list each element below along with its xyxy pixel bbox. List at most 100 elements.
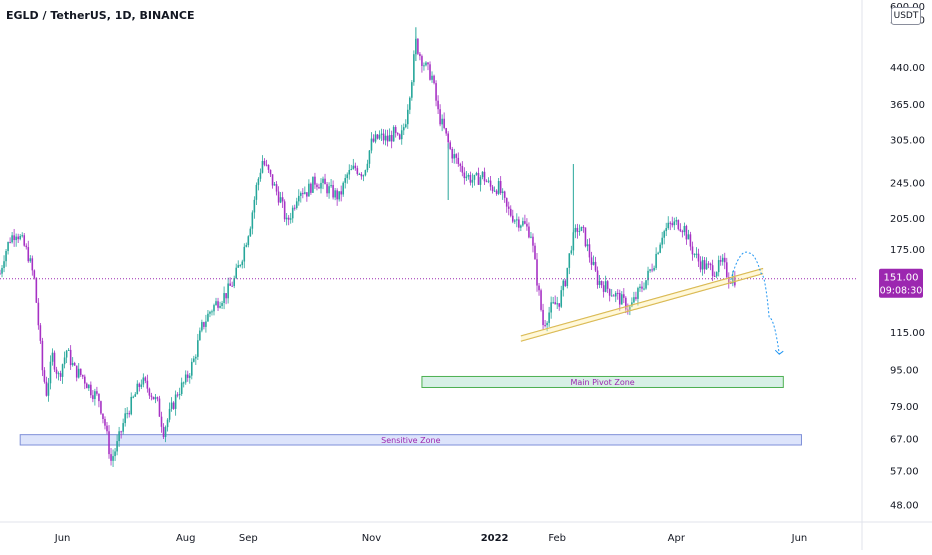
candle [719, 255, 722, 266]
candle [663, 229, 665, 245]
candle [314, 172, 316, 189]
candle [150, 392, 153, 401]
currency-badge[interactable]: USDT [891, 7, 921, 25]
candle [348, 164, 351, 180]
candle [312, 176, 314, 194]
candle [289, 212, 292, 224]
candle [285, 212, 288, 226]
candle [352, 158, 355, 170]
candle [665, 222, 668, 237]
candle [570, 245, 573, 255]
candle [429, 61, 431, 81]
candle [380, 128, 383, 142]
candle [503, 190, 506, 203]
candle [614, 291, 617, 303]
overlay-layer [0, 251, 858, 355]
candle [671, 216, 674, 228]
candle [685, 224, 688, 245]
candle [17, 233, 19, 243]
candle [77, 363, 80, 379]
candle [201, 319, 203, 333]
candle [514, 219, 516, 224]
candle [419, 51, 421, 61]
candle [156, 396, 159, 402]
candle [116, 434, 118, 456]
candle [322, 176, 324, 190]
candle [92, 390, 94, 403]
candle [302, 188, 304, 199]
candle [530, 232, 532, 239]
candle [453, 148, 456, 164]
candle [326, 181, 328, 197]
candle [451, 146, 454, 163]
candle [538, 282, 540, 296]
y-tick-label: 305.00 [890, 135, 925, 146]
candle [310, 182, 312, 195]
price-badge-price: 151.00 [884, 273, 919, 284]
candle [501, 188, 504, 200]
zones-layer: Main Pivot Zone Sensitive Zone [19, 375, 802, 446]
candle [627, 303, 629, 315]
candle [88, 384, 90, 392]
candle [542, 303, 544, 330]
candle [548, 306, 550, 327]
candle [0, 269, 1, 275]
candle [344, 174, 347, 189]
candle [388, 128, 391, 142]
candle [536, 253, 538, 292]
candle [616, 289, 619, 300]
y-tick-label: 365.00 [890, 100, 925, 111]
candle [100, 400, 102, 415]
candle [681, 229, 684, 238]
candle [166, 418, 169, 432]
zone-label-0: Main Pivot Zone [571, 378, 635, 387]
candle [1, 264, 3, 278]
candle [287, 215, 290, 226]
candle [233, 275, 235, 289]
candle [225, 293, 227, 305]
candle [146, 374, 149, 393]
candle [255, 182, 258, 205]
candle [417, 38, 419, 56]
x-tick-label: Nov [362, 533, 382, 544]
candle [51, 348, 54, 366]
candle [37, 298, 40, 330]
candle [172, 401, 175, 410]
candle [249, 226, 252, 237]
candle [180, 377, 183, 396]
candle [164, 425, 167, 443]
candle [473, 174, 476, 186]
candle [411, 80, 413, 101]
candle [273, 181, 276, 186]
candle [489, 176, 492, 191]
candle [7, 241, 9, 255]
candle [213, 303, 215, 316]
candle [518, 216, 520, 232]
candle [390, 130, 393, 149]
badge-layer: 151.00 09:08:30 [879, 268, 923, 298]
candle [705, 257, 708, 270]
candle [520, 224, 522, 232]
candle [81, 374, 84, 380]
candle [721, 254, 724, 266]
candle [168, 402, 171, 423]
candle [546, 321, 548, 332]
candle [647, 266, 649, 286]
candle [703, 257, 706, 274]
candle [281, 191, 284, 208]
candle [693, 253, 696, 258]
candle [374, 130, 377, 144]
candle [338, 191, 340, 202]
candle [57, 371, 60, 381]
candle [126, 407, 128, 419]
candle [211, 309, 213, 316]
candle [346, 172, 349, 184]
candle [275, 181, 278, 196]
candle [29, 255, 32, 263]
candle [253, 196, 256, 219]
candle [449, 140, 451, 151]
x-axis-layer: Jun Aug Sep Nov 2022 Feb Apr Jun [54, 533, 807, 544]
candle [45, 376, 48, 397]
